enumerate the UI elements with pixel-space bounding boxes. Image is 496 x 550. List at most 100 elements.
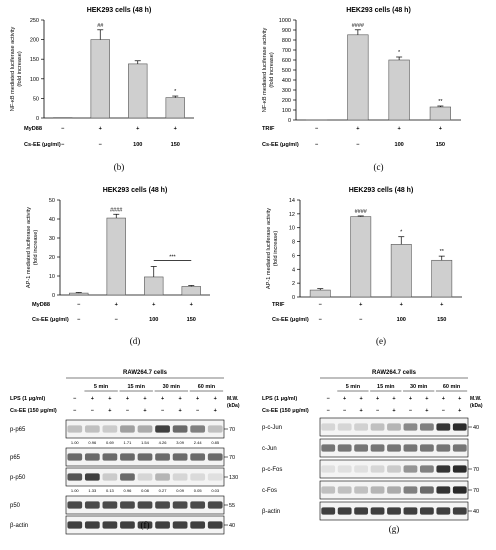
blot-band <box>403 486 418 494</box>
bar <box>106 217 126 296</box>
panel-label: (e) <box>376 336 386 346</box>
blot-band <box>321 444 336 452</box>
time-label: 15 min <box>377 384 395 390</box>
condition-value: 150 <box>436 142 445 148</box>
bar <box>128 63 148 119</box>
blot-band <box>436 507 451 515</box>
y-axis-label: AP-1 mediated luciferase activity <box>266 208 272 289</box>
condition-value: − <box>61 142 65 148</box>
significance-mark: ** <box>438 99 443 105</box>
bar <box>144 276 164 296</box>
y-tick-label: 900 <box>282 28 291 34</box>
treatment-value: + <box>214 408 217 414</box>
blot-band <box>207 501 223 509</box>
y-tick-label: 12 <box>289 212 295 218</box>
blot-band <box>337 507 352 515</box>
condition-value: + <box>440 302 444 308</box>
band-quantification: 0.13 <box>106 488 115 493</box>
band-quantification: 0.03 <box>211 488 220 493</box>
band-quantification: 1.33 <box>88 488 97 493</box>
treatment-value: + <box>360 408 363 414</box>
treatment-value: + <box>161 396 164 402</box>
y-tick-label: 40 <box>49 217 55 223</box>
western-blot-g: RAW264.7 cells 5 min 15 min 30 min 60 min LPS… <box>262 370 483 534</box>
blot-band <box>172 473 188 481</box>
band-label: p-c-Fos <box>262 467 282 473</box>
blot-band <box>120 473 135 481</box>
significance-mark: * <box>174 89 177 95</box>
y-tick-label: 0 <box>292 295 295 301</box>
mw-header: M.W. <box>470 396 482 402</box>
condition-value: + <box>359 302 363 308</box>
treatment-value: + <box>343 396 346 402</box>
condition-value: 150 <box>187 317 196 323</box>
blot-band <box>419 423 434 431</box>
y-tick-label: 50 <box>33 96 39 102</box>
blot-band <box>337 423 352 431</box>
condition-value: + <box>174 126 178 132</box>
treatment-value: − <box>196 408 199 414</box>
treatment-label: LPS (1 μg/ml) <box>262 396 297 402</box>
significance-mark: #### <box>110 207 123 213</box>
blot-band <box>436 465 451 473</box>
blot-band <box>137 425 153 433</box>
treatment-value: + <box>425 396 428 402</box>
western-blot-f: RAW264.7 cells 5 min 15 min 30 min 60 min LPS… <box>10 370 240 535</box>
blot-band <box>419 465 434 473</box>
chart-c-nfkb-trif: HEK293 cells (48 h) 0 100 200 300 400 500 600 70… <box>262 7 461 172</box>
treatment-label: LPS (1 μg/ml) <box>10 396 45 402</box>
chart-title: HEK293 cells (48 h) <box>103 187 168 194</box>
significance-mark: #### <box>352 23 365 29</box>
y-tick-label: 30 <box>49 236 55 242</box>
y-tick-label: 20 <box>49 255 55 261</box>
bar <box>350 216 372 298</box>
treatment-value: − <box>327 396 330 402</box>
blot-band <box>387 423 401 431</box>
significance-mark: * <box>398 50 401 56</box>
blot-band <box>207 453 223 461</box>
time-label: 60 min <box>198 384 216 390</box>
blot-band <box>84 501 100 509</box>
band-quantification: 1.00 <box>71 440 80 445</box>
treatment-value: + <box>425 408 428 414</box>
mw-value: 40 <box>473 509 479 515</box>
blot-band <box>370 486 385 494</box>
blot-band <box>403 423 418 431</box>
blot-band <box>436 486 451 494</box>
bar <box>69 292 89 296</box>
panel-label: (b) <box>114 162 125 172</box>
blot-band <box>452 465 467 473</box>
condition-value: − <box>77 302 81 308</box>
condition-value: + <box>397 126 401 132</box>
treatment-value: − <box>376 408 379 414</box>
blot-band <box>190 521 206 529</box>
treatment-value: + <box>108 396 111 402</box>
blot-band <box>452 423 467 431</box>
blot-band <box>137 521 153 529</box>
blot-band <box>354 465 369 473</box>
condition-label: MyD88 <box>32 302 50 308</box>
condition-value: − <box>319 317 323 323</box>
bar <box>388 59 410 121</box>
bar <box>309 289 331 298</box>
y-tick-label: 10 <box>49 274 55 280</box>
blot-band <box>436 444 451 452</box>
band-label: p65 <box>10 455 21 461</box>
panel-label: (g) <box>389 524 400 534</box>
condition-value: − <box>315 126 319 132</box>
bar <box>429 106 451 121</box>
band-quantification: 1.00 <box>71 488 80 493</box>
blot-band <box>337 486 352 494</box>
mw-value: 70 <box>229 427 235 433</box>
band-quantification: 4.26 <box>159 440 168 445</box>
y-axis-label: (fold increase) <box>17 51 23 87</box>
blot-band <box>207 521 223 529</box>
condition-value: + <box>115 302 119 308</box>
significance-mark: ## <box>97 23 104 29</box>
condition-label: TRIF <box>262 126 275 132</box>
band-label: c-Fos <box>262 488 277 494</box>
time-label: 5 min <box>94 384 109 390</box>
blot-band <box>155 453 170 461</box>
chart-title: HEK293 cells (48 h) <box>346 7 411 14</box>
band-quantification: 1.54 <box>141 440 150 445</box>
